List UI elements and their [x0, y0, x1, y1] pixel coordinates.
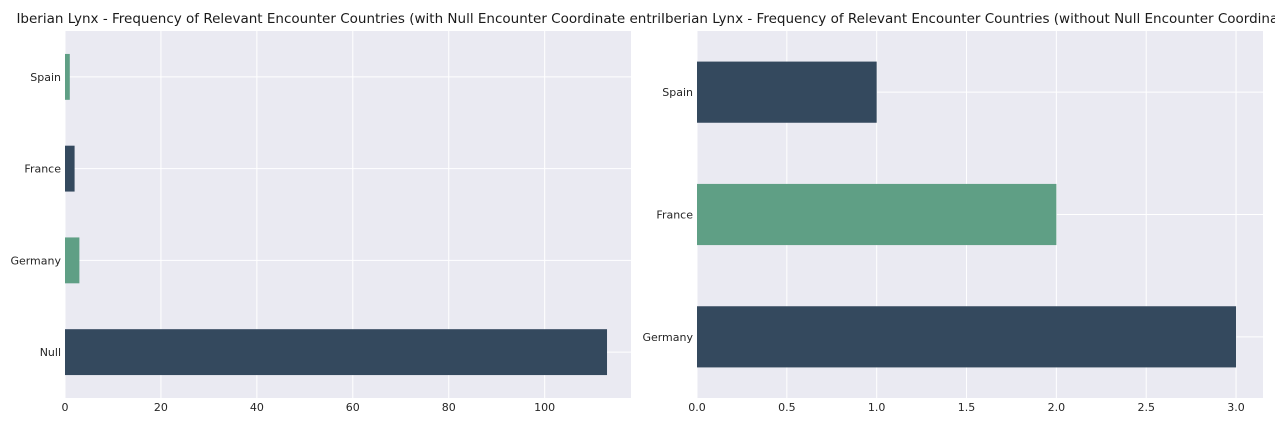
- x-tick-label: 100: [534, 401, 555, 414]
- x-tick-label: 2.5: [1137, 401, 1155, 414]
- y-tick-label: Spain: [662, 86, 693, 99]
- x-tick-label: 1.0: [868, 401, 886, 414]
- bar-spain: [697, 61, 877, 123]
- y-tick-label: France: [656, 209, 693, 222]
- bar-null: [65, 329, 608, 376]
- x-tick-label: 60: [346, 401, 360, 414]
- x-tick-label: 1.5: [958, 401, 976, 414]
- x-tick-label: 40: [250, 401, 264, 414]
- y-tick-label: Germany: [642, 331, 693, 344]
- bar-germany: [65, 237, 80, 284]
- bar-france: [65, 145, 75, 192]
- x-tick-label: 0.0: [688, 401, 706, 414]
- x-tick-label: 80: [442, 401, 456, 414]
- x-tick-label: 0: [62, 401, 69, 414]
- x-tick-label: 20: [154, 401, 168, 414]
- chart-title: Iberian Lynx - Frequency of Relevant Enc…: [16, 11, 681, 27]
- chart-1: 0 20 40 60 80 100 Null Germany France Spain Iberia…: [10, 11, 681, 414]
- y-tick-label: France: [24, 163, 61, 176]
- x-tick-label: 3.0: [1227, 401, 1245, 414]
- chart-2: 0.0 0.5 1.0 1.5 2.0 2.5 3.0 Germany France Spain I…: [642, 11, 1275, 414]
- y-tick-label: Null: [40, 346, 61, 359]
- bar-germany: [697, 306, 1237, 368]
- x-tick-label: 0.5: [778, 401, 796, 414]
- bar-france: [697, 183, 1057, 246]
- x-tick-label: 2.0: [1048, 401, 1066, 414]
- bar-spain: [65, 53, 70, 100]
- y-tick-label: Germany: [10, 254, 61, 267]
- y-tick-label: Spain: [30, 71, 61, 84]
- chart-title: Iberian Lynx - Frequency of Relevant Enc…: [661, 11, 1275, 27]
